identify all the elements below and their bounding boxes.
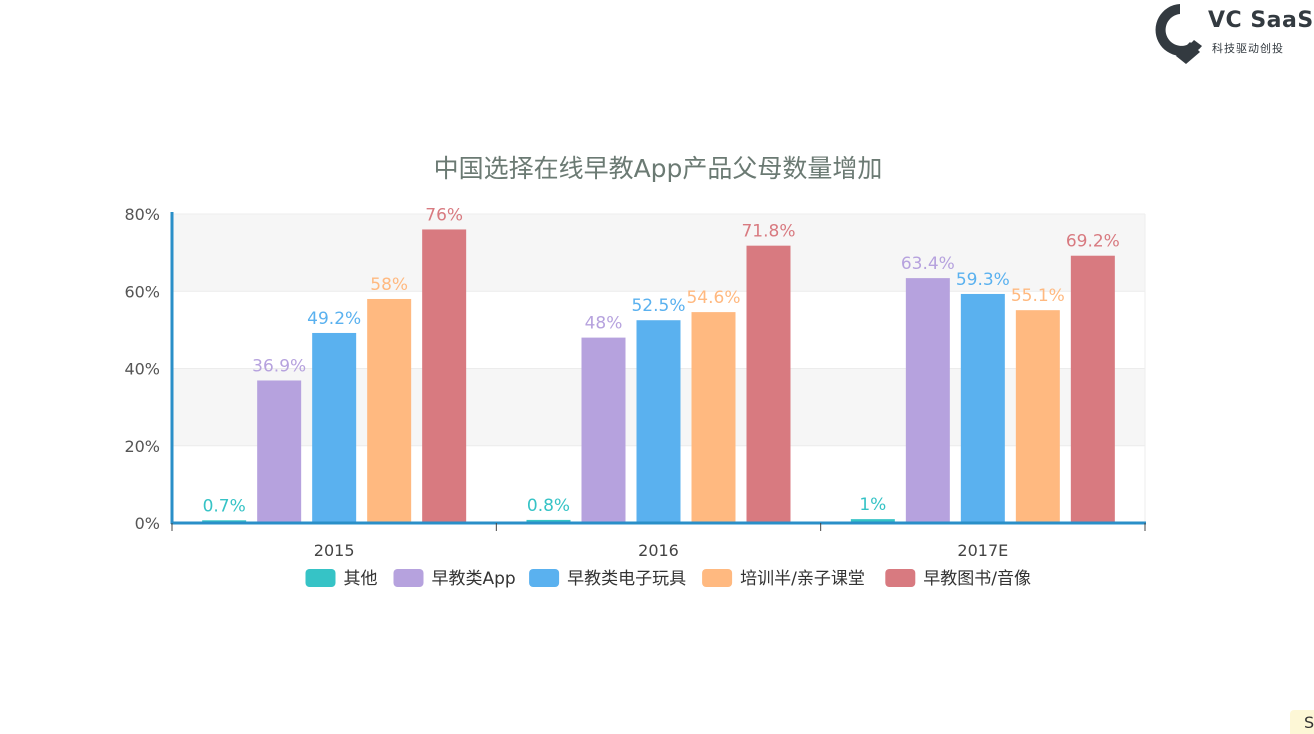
bar[interactable] (691, 312, 736, 523)
legend-item[interactable]: 培训半/亲子课堂 (702, 569, 865, 589)
bar[interactable] (1015, 310, 1060, 523)
bar-data-label: 63.4% (901, 254, 955, 274)
bar-data-label: 1% (859, 495, 886, 515)
legend-label: 培训半/亲子课堂 (740, 569, 865, 589)
bar[interactable] (746, 245, 791, 524)
logo-tagline: 科技驱动创投 (1212, 42, 1284, 55)
bar[interactable] (422, 229, 467, 523)
bar-data-label: 49.2% (307, 309, 361, 329)
bar-data-label: 69.2% (1066, 232, 1120, 252)
y-tick-label: 80% (124, 205, 160, 224)
logo-mark-icon (1155, 4, 1202, 64)
bar-data-label: 71.8% (741, 222, 795, 242)
bar-data-label: 55.1% (1011, 286, 1065, 306)
bar-data-label: 54.6% (686, 288, 740, 308)
legend-swatch (702, 569, 733, 587)
legend-label: 其他 (344, 569, 378, 589)
x-tick-label: 2017E (957, 541, 1008, 560)
bars (202, 229, 1115, 524)
bar-data-label: 48% (585, 314, 623, 334)
legend-swatch (885, 569, 916, 587)
bar-data-label: 76% (425, 205, 463, 225)
bar[interactable] (850, 519, 895, 523)
legend[interactable]: 其他 早教类App 早教类电子玩具 培训半/亲子课堂 早教图书/音像 (305, 569, 1032, 589)
legend-swatch (305, 569, 336, 587)
x-axis: 2015 2016 2017E (171, 521, 1146, 560)
chart-title: 中国选择在线早教App产品父母数量增加 (434, 154, 883, 183)
bar-data-label: 52.5% (631, 296, 685, 316)
legend-item[interactable]: 早教类App (393, 569, 516, 589)
bar[interactable] (960, 293, 1005, 523)
logo-brand-text: VC SaaS (1208, 8, 1314, 33)
corner-tag: S (1290, 710, 1314, 734)
y-tick-label: 60% (124, 282, 160, 301)
bar[interactable] (312, 332, 357, 523)
bar[interactable] (636, 320, 681, 523)
legend-item[interactable]: 早教图书/音像 (885, 569, 1031, 589)
y-tick-label: 20% (124, 437, 160, 456)
bar[interactable] (581, 337, 626, 523)
bar-data-label: 58% (370, 275, 408, 295)
plot-band (172, 214, 1145, 292)
bar-data-label: 36.9% (252, 356, 306, 376)
bar-data-label: 0.8% (527, 496, 570, 516)
legend-item[interactable]: 其他 (305, 569, 378, 589)
bar-data-label: 0.7% (203, 496, 246, 516)
vc-saas-logo: VC SaaS 科技驱动创投 (1150, 2, 1314, 64)
legend-swatch (529, 569, 560, 587)
bar[interactable] (526, 519, 571, 523)
y-axis: 0% 20% 40% 60% 80% (124, 205, 174, 533)
bar[interactable] (257, 380, 302, 523)
legend-swatch (393, 569, 424, 587)
y-tick-label: 0% (135, 514, 160, 533)
legend-label: 早教图书/音像 (923, 569, 1031, 589)
y-tick-label: 40% (124, 360, 160, 379)
bar-data-label: 59.3% (956, 270, 1010, 290)
x-tick-label: 2015 (314, 541, 355, 560)
x-tick-label: 2016 (638, 541, 679, 560)
bar[interactable] (905, 278, 950, 523)
legend-item[interactable]: 早教类电子玩具 (529, 569, 686, 589)
bar[interactable] (1070, 255, 1115, 523)
legend-label: 早教类App (432, 569, 516, 589)
bar-data-labels: 0.7% 36.9% 49.2% 58% 76% 0.8% 48% 52.5% 54.6% 71.… (203, 205, 1120, 516)
bar[interactable] (367, 298, 412, 523)
legend-label: 早教类电子玩具 (567, 569, 686, 589)
